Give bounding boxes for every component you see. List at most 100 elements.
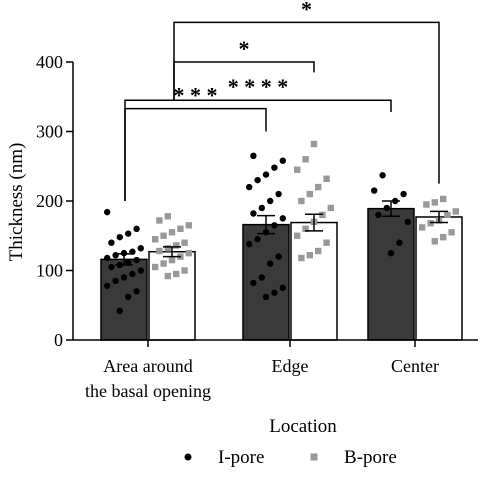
data-point-b-pore (323, 175, 330, 182)
legend-marker-i-pore (184, 453, 192, 461)
data-point-b-pore (302, 225, 309, 232)
data-point-i-pore (267, 260, 274, 267)
data-point-b-pore (302, 156, 309, 163)
data-point-b-pore (444, 211, 451, 219)
bars-layer (100, 207, 463, 341)
data-point-b-pore (431, 199, 438, 206)
data-point-b-pore (181, 267, 188, 274)
data-point-b-pore (419, 224, 426, 231)
data-point-i-pore (104, 208, 111, 216)
data-point-b-pore (440, 233, 447, 241)
data-point-i-pore (262, 293, 270, 301)
data-point-i-pore (267, 197, 274, 205)
data-point-i-pore (400, 190, 407, 198)
data-point-b-pore (173, 242, 180, 249)
axes-layer: 0 100 200 300 400 Area around the basal openin… (36, 52, 478, 401)
data-point-i-pore (125, 293, 132, 301)
data-point-i-pore (250, 152, 257, 160)
data-point-i-pore (125, 258, 132, 266)
legend-marker-b-pore (310, 453, 318, 461)
data-point-i-pore (279, 284, 286, 292)
significance-bracket (173, 21, 440, 184)
y-tick-label: 0 (54, 330, 63, 350)
data-point-i-pore (116, 233, 124, 241)
data-point-b-pore (431, 238, 438, 245)
significance-bracket (124, 107, 267, 201)
data-point-b-pore (440, 195, 447, 203)
data-point-i-pore (246, 240, 253, 248)
data-point-i-pore (116, 307, 124, 315)
significance-bracket (124, 99, 392, 201)
legend-label-i-pore: I-pore (218, 447, 264, 468)
data-point-i-pore (271, 164, 278, 171)
data-point-b-pore (298, 197, 305, 205)
data-point-i-pore (250, 279, 257, 287)
data-point-b-pore (310, 140, 318, 148)
data-point-i-pore (108, 263, 115, 271)
data-point-i-pore (258, 204, 265, 212)
data-point-i-pore (133, 225, 140, 232)
y-tick-label: 200 (36, 191, 63, 211)
data-point-b-pore (152, 236, 159, 243)
data-point-i-pore (133, 256, 140, 264)
data-point-b-pore (177, 225, 184, 232)
x-axis-label: Location (269, 416, 337, 437)
y-tick-label: 400 (36, 52, 63, 72)
data-point-b-pore (156, 247, 163, 255)
significance-layer: * * * * * * * * * (124, 0, 440, 201)
data-point-i-pore (383, 204, 390, 212)
data-point-i-pore (387, 249, 395, 257)
data-point-i-pore (279, 157, 286, 164)
data-point-i-pore (271, 222, 278, 229)
data-point-i-pore (279, 215, 286, 222)
data-point-i-pore (371, 187, 378, 194)
data-point-b-pore (156, 217, 163, 224)
data-point-i-pore (375, 211, 382, 219)
data-point-b-pore (306, 190, 313, 198)
data-point-b-pore (164, 245, 171, 252)
data-point-i-pore (137, 245, 144, 252)
x-tick-label: Center (391, 356, 439, 376)
data-point-b-pore (327, 204, 334, 212)
bar-b-pore-1 (290, 221, 338, 341)
x-tick-label: Area around (103, 356, 192, 376)
bar-b-pore-2 (415, 216, 463, 341)
data-point-i-pore (379, 172, 386, 179)
data-point-b-pore (185, 222, 192, 229)
data-point-i-pore (104, 282, 111, 289)
data-point-i-pore (104, 254, 111, 262)
data-point-i-pore (250, 210, 257, 217)
data-point-b-pore (315, 247, 322, 255)
data-point-b-pore (294, 232, 301, 239)
data-point-i-pore (108, 239, 115, 246)
data-point-i-pore (137, 267, 144, 274)
data-point-b-pore (294, 166, 301, 173)
data-point-b-pore (448, 229, 455, 236)
data-point-i-pore (404, 218, 411, 226)
significance-label: * * * * (228, 74, 289, 99)
data-point-i-pore (254, 236, 261, 243)
data-point-b-pore (181, 239, 188, 246)
significance-label: * * * (174, 83, 218, 108)
data-point-b-pore (152, 263, 159, 271)
data-point-b-pore (164, 272, 171, 280)
data-point-i-pore (258, 274, 265, 281)
data-point-b-pore (185, 249, 192, 257)
data-point-b-pore (160, 260, 167, 267)
y-tick-label: 100 (36, 261, 63, 281)
data-point-b-pore (315, 183, 322, 191)
data-point-i-pore (112, 252, 119, 259)
x-tick-label: the basal opening (85, 381, 211, 401)
significance-label: * (239, 36, 250, 61)
data-point-b-pore (160, 232, 167, 239)
y-tick-label: 300 (36, 122, 63, 142)
points-layer (104, 140, 459, 315)
data-point-i-pore (120, 274, 128, 281)
data-point-i-pore (129, 270, 136, 278)
data-point-b-pore (423, 201, 430, 208)
data-point-b-pore (452, 208, 459, 215)
data-point-i-pore (262, 171, 270, 178)
data-point-b-pore (306, 252, 313, 259)
data-point-b-pore (173, 270, 180, 278)
